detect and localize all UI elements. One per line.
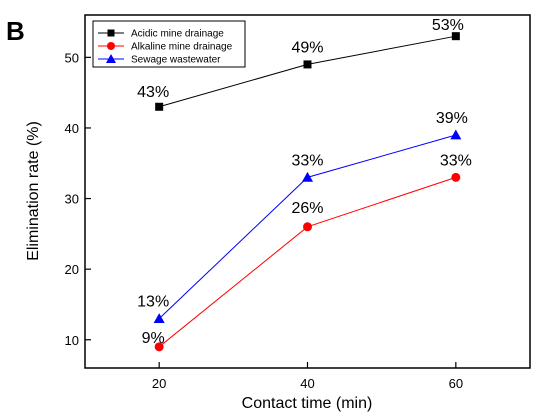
data-label: 33% bbox=[291, 152, 323, 169]
x-tick-label: 20 bbox=[152, 376, 166, 391]
data-point bbox=[155, 102, 164, 111]
data-point bbox=[451, 32, 460, 41]
legend-entry: Acidic mine drainage bbox=[98, 29, 224, 40]
y-tick-label: 20 bbox=[65, 262, 79, 277]
y-tick-label: 40 bbox=[65, 121, 79, 136]
legend-label: Acidic mine drainage bbox=[131, 29, 224, 40]
y-tick-label: 30 bbox=[65, 192, 79, 207]
y-tick-label: 10 bbox=[65, 333, 79, 348]
y-tick-label: 50 bbox=[65, 50, 79, 65]
data-label: 13% bbox=[137, 294, 169, 311]
x-tick-label: 60 bbox=[449, 376, 463, 391]
legend-marker bbox=[107, 42, 115, 50]
x-axis-title: Contact time (min) bbox=[242, 395, 373, 412]
data-label: 26% bbox=[291, 200, 323, 217]
series-layer bbox=[153, 32, 462, 352]
data-label: 53% bbox=[432, 17, 464, 34]
data-label: 43% bbox=[137, 84, 169, 101]
legend-marker bbox=[107, 29, 115, 37]
legend-label: Alkaline mine drainage bbox=[131, 42, 233, 53]
data-label: 9% bbox=[142, 330, 165, 347]
series-acidic-mine-drainage bbox=[155, 32, 460, 111]
data-point bbox=[153, 313, 165, 323]
legend-marker bbox=[106, 54, 116, 63]
y-axis-title: Elimination rate (%) bbox=[25, 121, 42, 261]
data-point bbox=[302, 171, 313, 182]
data-point bbox=[451, 172, 461, 182]
data-point bbox=[154, 342, 164, 352]
data-label: 49% bbox=[291, 39, 323, 56]
x-tick-label: 40 bbox=[300, 376, 314, 391]
panel-label: B bbox=[6, 16, 25, 46]
data-point bbox=[450, 129, 462, 140]
data-label: 39% bbox=[436, 110, 468, 127]
legend-entry: Alkaline mine drainage bbox=[98, 42, 233, 53]
legend: Acidic mine drainage Alkaline mine draina… bbox=[92, 20, 246, 68]
data-label: 33% bbox=[440, 152, 472, 169]
data-labels: 43% 49% 53% 9% 26% 33% 13% 33% 39% bbox=[137, 17, 472, 347]
axis-ticks: 20 40 60 10 20 30 40 50 bbox=[65, 50, 464, 391]
data-point bbox=[303, 222, 312, 232]
legend-label: Sewage wastewater bbox=[131, 55, 221, 66]
data-point bbox=[303, 60, 312, 69]
series-alkaline-mine-drainage bbox=[154, 172, 461, 352]
legend-entry: Sewage wastewater bbox=[98, 54, 221, 66]
series-sewage-wastewater bbox=[153, 129, 462, 323]
